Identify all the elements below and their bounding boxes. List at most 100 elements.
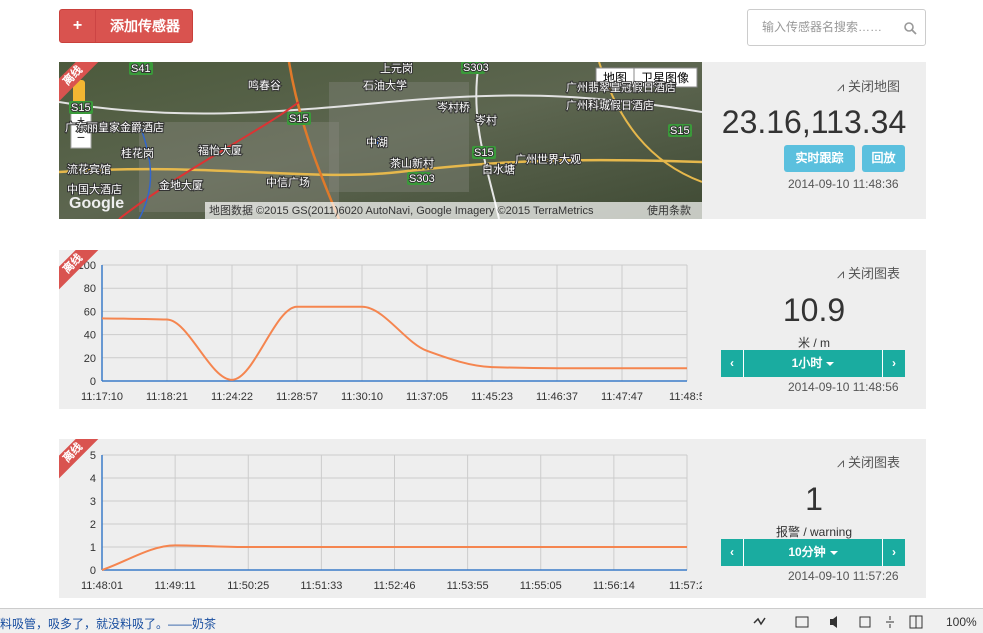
map-type-button[interactable]: 地图	[603, 71, 627, 85]
track-button[interactable]: 实时跟踪	[784, 145, 855, 172]
svg-text:+: +	[77, 112, 85, 128]
road-shield	[407, 172, 431, 185]
x-tick-label: 11:47:47	[601, 391, 643, 403]
road-shield	[668, 124, 692, 137]
map-label: 岑村	[475, 113, 497, 127]
map-label: S41	[131, 63, 151, 75]
range-prev: ‹	[721, 350, 743, 377]
road-shield	[472, 146, 496, 159]
status-badge: 离线	[59, 250, 99, 290]
search-input[interactable]: 输入传感器名搜索……	[747, 9, 926, 46]
data-line	[101, 544, 687, 571]
map-attribution: 地图数据 ©2015 GS(2011)6020 AutoNavi, Google…	[209, 203, 594, 217]
status-message[interactable]: 料吸管，吸多了，就没料吸了。——奶茶	[0, 617, 217, 631]
y-tick-label: 4	[90, 473, 96, 485]
status-badge-text: 离线	[59, 62, 99, 102]
range-next: ›	[883, 539, 905, 566]
map-type-button[interactable]: 卫星图像	[641, 71, 689, 85]
data-line	[101, 305, 687, 381]
caret	[826, 361, 835, 366]
map-label: 广州世界大观	[515, 152, 581, 166]
y-tick-label: 1	[90, 542, 96, 554]
search-placeholder: 输入传感器名搜索……	[762, 20, 883, 34]
add-sensor-button[interactable]: + 添加传感器	[59, 9, 193, 43]
map-terms[interactable]: 使用条款	[647, 203, 691, 217]
chart: 0 1 2 3 4 5 11:48:01 11:49:11 11:50:25 11:51:33 11…	[81, 450, 702, 592]
map-label: S303	[409, 173, 435, 185]
x-tick-label: 11:17:10	[81, 391, 123, 403]
close-chart-label: 关闭图表	[847, 455, 900, 470]
map-label: 广州翡翠皇冠假日酒店	[566, 80, 676, 94]
range-next: ›	[883, 350, 905, 377]
map-label: 广州科城假日酒店	[566, 98, 654, 112]
range-selector[interactable]: ‹ 10分钟 ›	[721, 539, 905, 566]
coordinates: 23.16,113.34	[721, 104, 907, 140]
y-tick-label: 40	[84, 330, 96, 342]
timestamp: 2014-09-10 11:57:26	[788, 569, 899, 583]
range-selector[interactable]: ‹ 1小时 ›	[721, 350, 905, 377]
map-label: 茶山新村	[390, 156, 434, 170]
x-tick-label: 11:48:01	[81, 580, 123, 592]
svg-text:−: −	[77, 129, 85, 145]
close-chart-toggle[interactable]: ⩘ 关闭图表	[837, 455, 900, 470]
map-label: 流花宾馆	[67, 162, 111, 176]
road-shield	[287, 112, 311, 125]
range-text: 10分钟	[788, 545, 826, 559]
map-label: S15	[670, 125, 690, 137]
map-label: 金地大厦	[159, 178, 203, 192]
timestamp: 2014-09-10 11:48:56	[788, 380, 899, 394]
x-tick-label: 11:37:05	[406, 391, 448, 403]
chart-panel: 0 20 40 60 80 100 11:17:10 11:18:21 11:24:22 11:2…	[59, 250, 926, 409]
x-tick-label: 11:52:46	[373, 580, 415, 592]
status-badge-text: 离线	[59, 250, 99, 290]
x-tick-label: 11:24:22	[211, 391, 253, 403]
close-chart-label: 关闭图表	[847, 266, 900, 281]
map-label: S15	[71, 102, 91, 114]
map-label: 鸣春谷	[248, 78, 281, 92]
map-label: 中国大酒店	[67, 182, 122, 196]
status-badge: 离线	[59, 62, 99, 102]
x-tick-label: 11:56:14	[593, 580, 635, 592]
timestamp: 2014-09-10 11:48:36	[788, 177, 899, 191]
map-label: S303	[463, 62, 489, 74]
y-tick-label: 80	[84, 283, 96, 295]
map-label: 中湖	[366, 136, 388, 149]
map-label: 上元岗	[380, 62, 413, 75]
x-tick-label: 11:48:5	[669, 391, 702, 403]
map-label: S15	[289, 113, 309, 125]
x-tick-label: 11:45:23	[471, 391, 513, 403]
add-sensor-label: 添加传感器	[110, 18, 180, 34]
x-tick-label: 11:53:55	[447, 580, 489, 592]
zoom-level[interactable]: 100%	[946, 615, 977, 629]
map-label: 岑村桥	[437, 100, 470, 114]
x-tick-label: 11:57:2	[669, 580, 702, 592]
map-label: 中信广场	[266, 175, 310, 189]
chart-panel: 0 1 2 3 4 5 11:48:01 11:49:11 11:50:25 11:51:33 11…	[59, 439, 926, 598]
x-tick-label: 11:46:37	[536, 391, 578, 403]
status-badge: 离线	[59, 439, 99, 479]
map-panel: + − 地图 卫星图像 Google 地图数据 ©2015 GS(2011)602…	[59, 62, 926, 219]
y-tick-label: 3	[90, 496, 96, 508]
x-tick-label: 11:51:33	[300, 580, 342, 592]
current-value: 10.9	[782, 292, 846, 328]
close-map-toggle[interactable]: ⩘ 关闭地图	[837, 79, 900, 94]
road-shield	[69, 101, 93, 114]
status-badge-text: 离线	[59, 439, 99, 479]
map-label: 石油大学	[363, 78, 407, 92]
status-icons	[753, 615, 923, 629]
x-tick-label: 11:55:05	[520, 580, 562, 592]
plot-area	[102, 265, 687, 381]
range-text: 1小时	[791, 356, 823, 370]
x-tick-label: 11:18:21	[146, 391, 188, 403]
playback-button[interactable]: 回放	[862, 145, 905, 172]
close-chart-toggle[interactable]: ⩘ 关闭图表	[837, 266, 900, 281]
map-label: 广东丽皇家金爵酒店	[65, 120, 164, 134]
map-label: 福怡大厦	[198, 143, 242, 157]
close-map-label: 关闭地图	[847, 79, 900, 94]
map-label: 白水塘	[482, 162, 515, 176]
map[interactable]: +− 地图 卫星图像 Google 地图数据 ©2015 GS(2011)602…	[59, 62, 702, 219]
range-label: 1小时	[743, 350, 883, 377]
x-tick-label: 11:50:25	[227, 580, 269, 592]
road-shield	[129, 62, 153, 75]
